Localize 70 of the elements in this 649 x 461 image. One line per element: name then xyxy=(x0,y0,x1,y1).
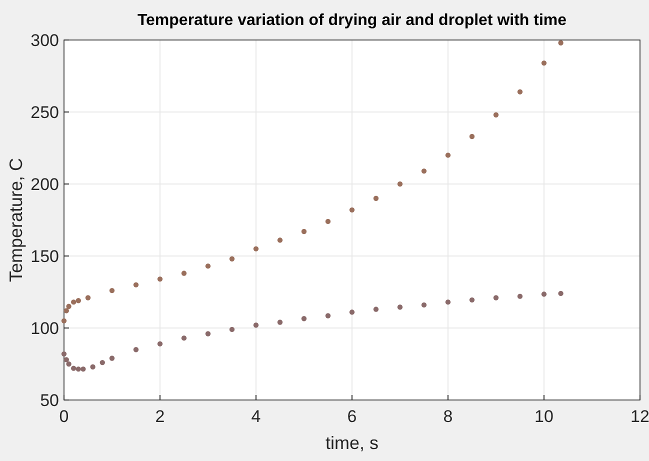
point xyxy=(558,40,564,46)
point xyxy=(541,60,547,66)
point xyxy=(66,361,72,367)
point xyxy=(71,299,76,305)
x-axis-title: time, s xyxy=(325,433,379,453)
point xyxy=(64,308,69,314)
y-tick-label: 300 xyxy=(30,30,59,50)
x-tick-label: 10 xyxy=(534,407,554,426)
point xyxy=(181,335,187,341)
point xyxy=(445,152,451,158)
point xyxy=(181,270,187,276)
point xyxy=(71,366,76,371)
point xyxy=(541,292,547,297)
point xyxy=(373,196,379,201)
point xyxy=(253,322,259,328)
point xyxy=(277,320,283,325)
point xyxy=(469,134,475,140)
point xyxy=(157,341,163,346)
point xyxy=(493,295,499,300)
point xyxy=(76,298,81,304)
point xyxy=(558,290,564,296)
x-tick-label: 4 xyxy=(251,407,261,426)
point xyxy=(85,295,91,300)
point xyxy=(301,316,307,322)
point xyxy=(445,299,451,305)
point xyxy=(349,207,355,213)
point xyxy=(76,366,81,372)
point xyxy=(109,356,115,361)
x-tick-label: 0 xyxy=(59,407,69,426)
point xyxy=(517,294,523,299)
point xyxy=(325,313,331,318)
point xyxy=(133,282,139,288)
x-tick-label: 6 xyxy=(347,407,357,426)
y-tick-label: 150 xyxy=(30,246,59,266)
point xyxy=(421,168,427,174)
x-tick-label: 8 xyxy=(443,407,453,426)
point xyxy=(493,112,499,118)
y-tick-label: 250 xyxy=(30,102,59,122)
point xyxy=(61,318,67,324)
point xyxy=(133,347,139,352)
y-axis-title: Temperature, C xyxy=(6,158,26,282)
chart-title: Temperature variation of drying air and droplet with time xyxy=(137,12,567,29)
point xyxy=(301,228,307,234)
point xyxy=(157,276,163,282)
point xyxy=(229,326,235,332)
point xyxy=(469,297,475,303)
point xyxy=(66,304,72,309)
point xyxy=(421,302,427,308)
y-tick-label: 200 xyxy=(30,174,59,194)
point xyxy=(229,256,235,262)
point xyxy=(517,89,523,94)
point xyxy=(205,263,211,269)
point xyxy=(277,238,283,243)
point xyxy=(253,246,259,252)
x-tick-label: 2 xyxy=(155,407,165,426)
point xyxy=(325,218,331,224)
point xyxy=(80,366,86,372)
y-tick-label: 100 xyxy=(30,318,59,338)
point xyxy=(373,306,379,312)
point xyxy=(397,304,403,310)
point xyxy=(109,288,115,294)
x-tick-label: 12 xyxy=(630,407,649,426)
point xyxy=(205,331,211,336)
point xyxy=(64,357,69,362)
point xyxy=(397,181,403,187)
y-tick-label: 50 xyxy=(40,390,59,410)
point xyxy=(349,310,355,315)
point xyxy=(61,351,67,357)
point xyxy=(90,364,96,370)
point xyxy=(100,360,105,366)
